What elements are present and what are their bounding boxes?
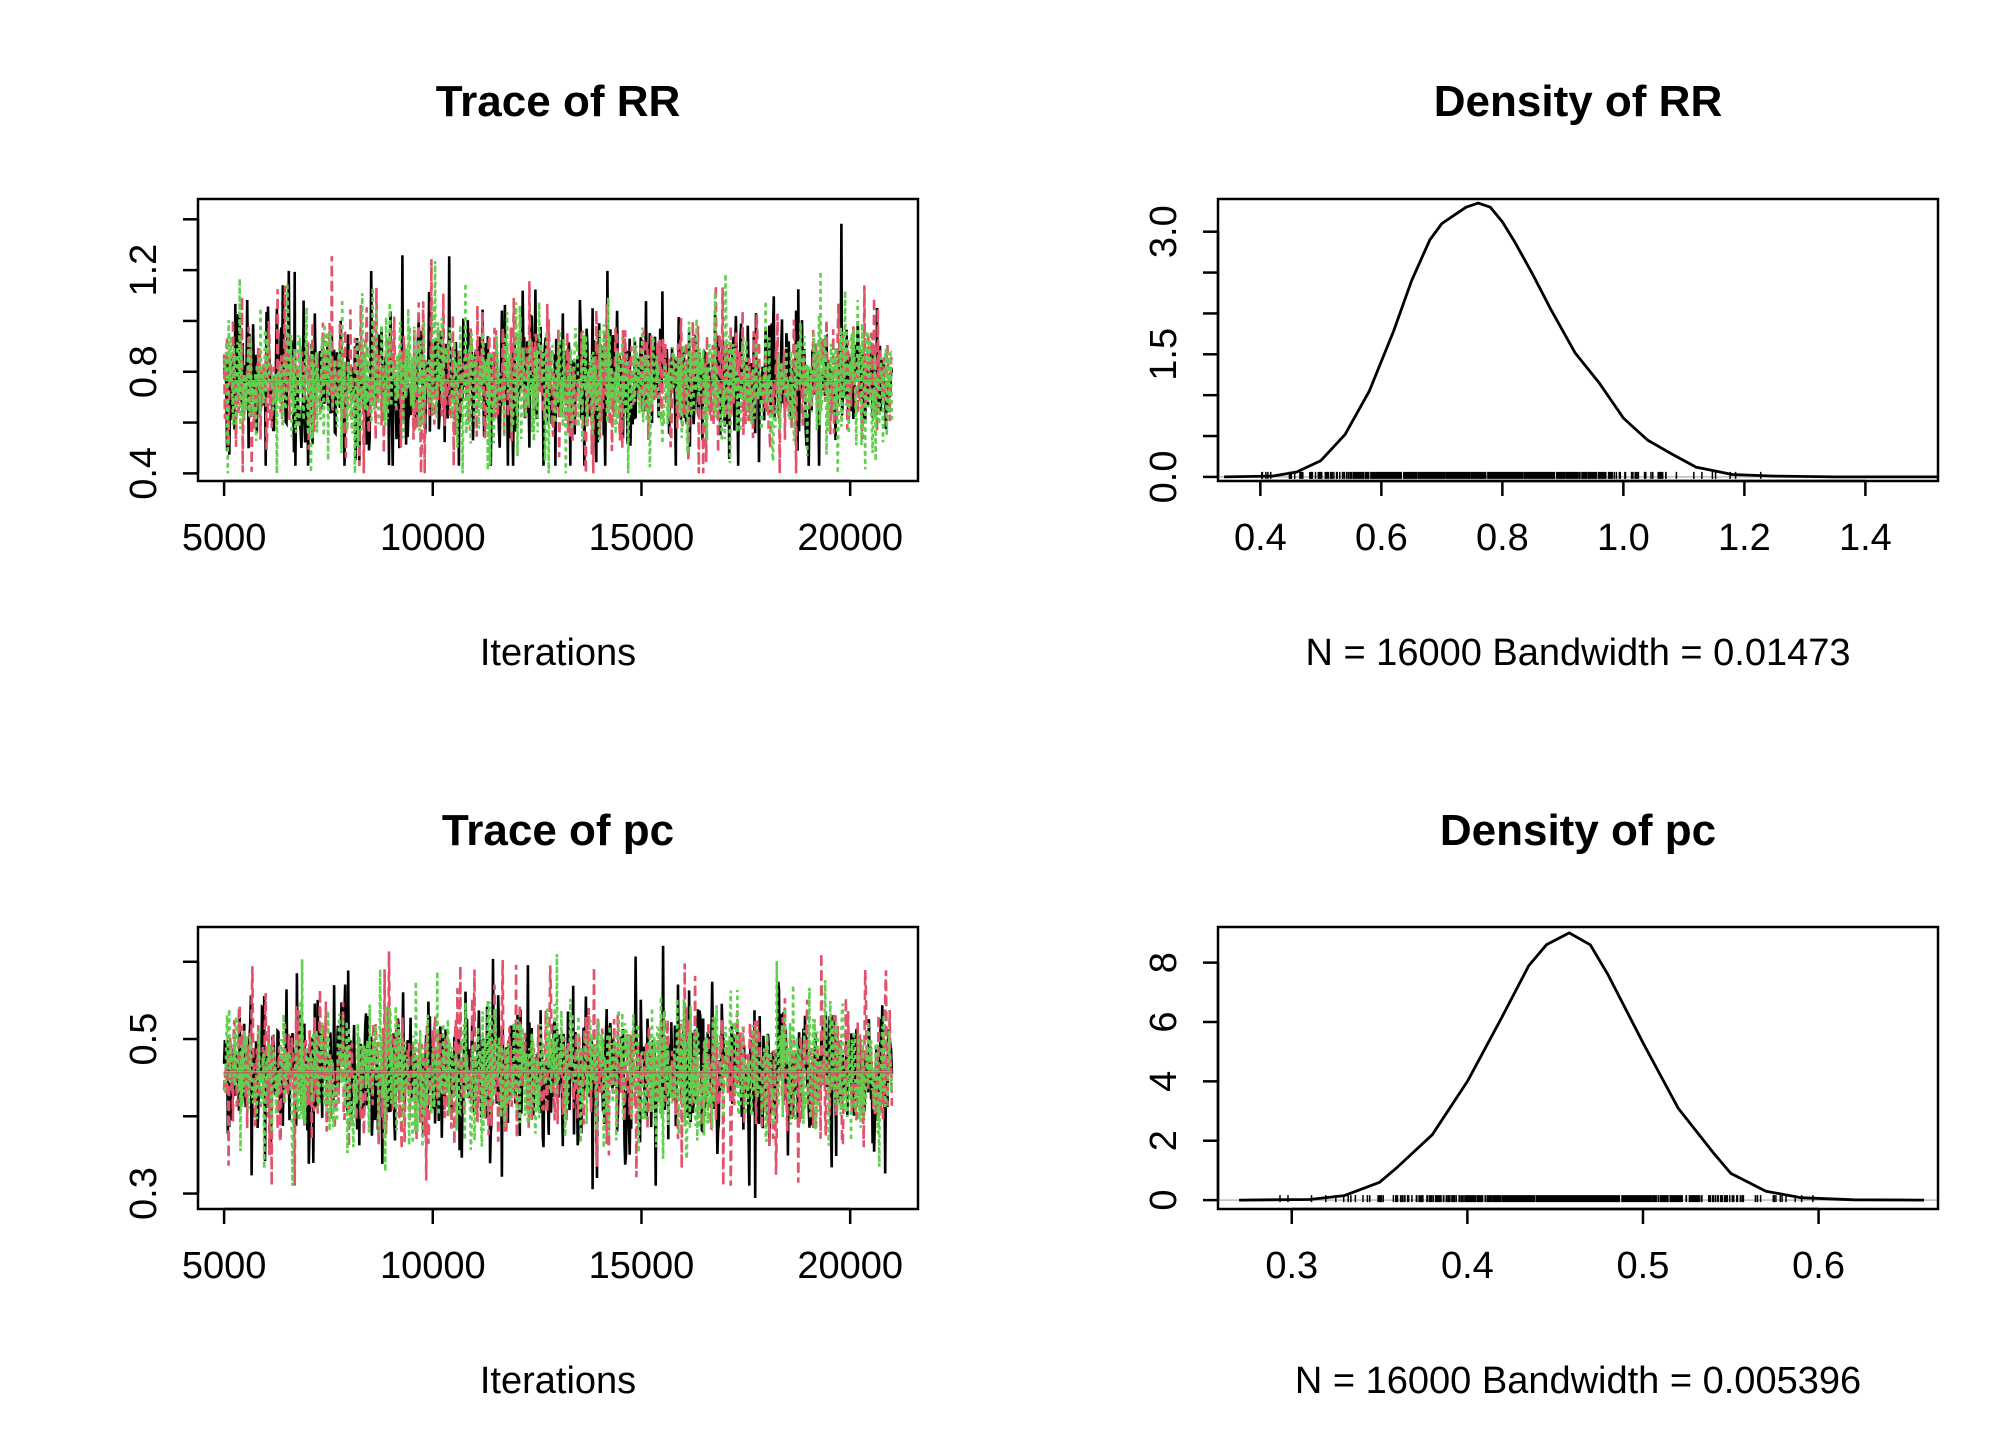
trace-pc-y-tick-label: 0.5 — [123, 1013, 165, 1066]
trace-pc-title: Trace of pc — [442, 806, 674, 855]
trace-pc-x-axis: 5000 10000 15000 20000 — [182, 1207, 903, 1287]
density-rr-x-tick-label: 1.0 — [1597, 517, 1650, 559]
density-rr-plot: 0.4 0.6 0.8 1.0 1.2 1.4 0.0 1.5 3.0 — [1143, 201, 1938, 559]
density-pc-x-tick-label: 0.3 — [1265, 1245, 1318, 1287]
trace-pc-chain-2 — [222, 951, 894, 1186]
density-rr-title: Density of RR — [1434, 77, 1722, 126]
trace-rr-x-tick-label: 20000 — [797, 517, 903, 559]
density-rr-x-tick-label: 0.6 — [1355, 517, 1408, 559]
density-pc-density — [1218, 931, 1938, 1203]
density-rr-y-tick-label: 1.5 — [1143, 328, 1185, 381]
trace-rr-y-tick-label: 1.2 — [123, 244, 165, 297]
density-rr-xlabel: N = 16000 Bandwidth = 0.01473 — [1305, 632, 1850, 674]
density-rr-y-axis: 0.0 1.5 3.0 — [1143, 205, 1220, 503]
panel-density-rr: Density of RR 0.4 0.6 0.8 1.0 1.2 1.4 0.0 1.5 3.… — [1143, 77, 1940, 674]
trace-pc-chains — [222, 945, 894, 1199]
trace-pc-chain-3 — [223, 953, 894, 1186]
density-rr-curve — [1224, 201, 1938, 479]
trace-rr-chains — [222, 223, 894, 474]
density-pc-x-tick-label: 0.6 — [1792, 1245, 1845, 1287]
trace-pc-frame — [196, 925, 920, 1211]
density-rr-y-tick-label: 3.0 — [1143, 205, 1185, 258]
trace-pc-x-tick-label: 15000 — [589, 1245, 695, 1287]
density-pc-y-axis: 0 2 4 6 8 — [1143, 952, 1220, 1211]
density-pc-curve — [1239, 931, 1925, 1202]
density-pc-y-tick-label: 0 — [1143, 1190, 1185, 1211]
trace-pc-x-tick-label: 20000 — [797, 1245, 903, 1287]
trace-pc-x-tick-label: 5000 — [182, 1245, 267, 1287]
trace-rr-frame — [196, 197, 920, 483]
trace-rr-xlabel: Iterations — [480, 632, 636, 674]
density-pc-title: Density of pc — [1440, 806, 1716, 855]
density-rr-rug — [1261, 471, 1762, 479]
trace-rr-y-tick-label: 0.4 — [123, 447, 165, 500]
trace-rr-x-tick-label: 15000 — [589, 517, 695, 559]
panel-trace-pc: Trace of pc 5000 10000 15000 20000 0.3 0.5 It… — [123, 806, 920, 1402]
density-pc-y-tick-label: 4 — [1143, 1071, 1185, 1092]
density-pc-y-tick-label: 6 — [1143, 1011, 1185, 1032]
density-rr-y-tick-label: 0.0 — [1143, 450, 1185, 503]
trace-rr-x-tick-label: 10000 — [380, 517, 486, 559]
trace-rr-title: Trace of RR — [436, 77, 681, 126]
density-rr-x-tick-label: 0.4 — [1234, 517, 1287, 559]
density-pc-y-tick-label: 8 — [1143, 952, 1185, 973]
density-rr-frame — [1216, 197, 1940, 483]
trace-rr-x-axis: 5000 10000 15000 20000 — [182, 479, 903, 559]
density-rr-x-tick-label: 1.2 — [1718, 517, 1771, 559]
trace-pc-y-axis: 0.3 0.5 — [123, 960, 200, 1220]
trace-pc-y-tick-label: 0.3 — [123, 1167, 165, 1220]
trace-rr-chain-3 — [222, 260, 894, 474]
trace-rr-y-tick-label: 0.8 — [123, 345, 165, 398]
density-pc-xlabel: N = 16000 Bandwidth = 0.005396 — [1295, 1360, 1861, 1402]
density-rr-density — [1218, 201, 1938, 479]
trace-pc-xlabel: Iterations — [480, 1360, 636, 1402]
density-pc-plot: 0.3 0.4 0.5 0.6 0 2 4 6 8 — [1143, 931, 1938, 1287]
trace-pc-x-tick-label: 10000 — [380, 1245, 486, 1287]
density-pc-rug — [1279, 1195, 1814, 1203]
density-pc-y-tick-label: 2 — [1143, 1130, 1185, 1151]
density-rr-x-tick-label: 1.4 — [1839, 517, 1892, 559]
panel-density-pc: Density of pc 0.3 0.4 0.5 0.6 0 2 4 6 8 N = 1600… — [1143, 806, 1940, 1402]
density-pc-x-tick-label: 0.4 — [1441, 1245, 1494, 1287]
density-pc-x-tick-label: 0.5 — [1617, 1245, 1670, 1287]
density-rr-x-axis: 0.4 0.6 0.8 1.0 1.2 1.4 — [1234, 479, 1892, 559]
density-rr-x-tick-label: 0.8 — [1476, 517, 1529, 559]
density-pc-x-axis: 0.3 0.4 0.5 0.6 — [1265, 1207, 1845, 1287]
density-pc-frame — [1216, 925, 1940, 1211]
trace-rr-plot: 5000 10000 15000 20000 0.4 0.8 1.2 — [123, 218, 903, 559]
trace-rr-x-tick-label: 5000 — [182, 517, 267, 559]
panel-trace-rr: Trace of RR 5000 10000 15000 20000 0.4 0.8 1.2… — [123, 77, 920, 674]
trace-pc-plot: 5000 10000 15000 20000 0.3 0.5 — [123, 945, 903, 1287]
trace-rr-y-axis: 0.4 0.8 1.2 — [123, 218, 200, 500]
